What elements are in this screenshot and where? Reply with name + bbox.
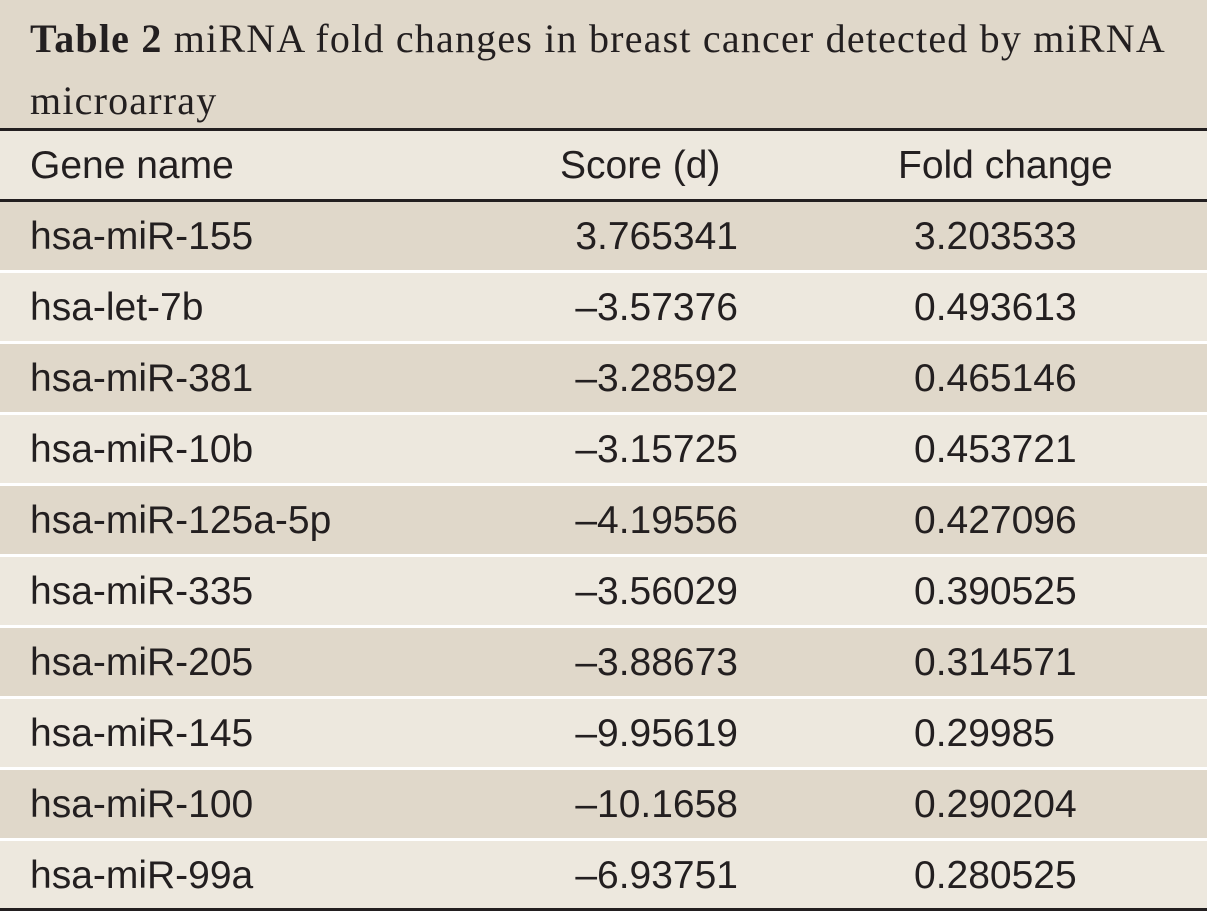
fold-change-cell: 3.203533: [914, 215, 1077, 258]
gene-name-cell: hsa-miR-99a: [30, 854, 254, 897]
bottom-rule: [0, 908, 1207, 911]
header-fold-change: Fold change: [898, 144, 1113, 187]
header-gene-name: Gene name: [30, 144, 234, 187]
table-header-row: Gene name Score (d) Fold change: [0, 131, 1207, 199]
gene-name-cell: hsa-miR-125a-5p: [30, 499, 332, 542]
header-score: Score (d): [560, 144, 721, 187]
score-cell: –10.1658: [575, 783, 738, 826]
gene-name-cell: hsa-miR-10b: [30, 428, 254, 471]
fold-change-cell: 0.314571: [914, 641, 1077, 684]
table-body: hsa-miR-155 3.765341 3.203533 hsa-let-7b…: [0, 202, 1207, 909]
score-cell: –4.19556: [575, 499, 738, 542]
score-cell: –3.28592: [575, 357, 738, 400]
fold-change-cell: 0.29985: [914, 712, 1055, 755]
table-row: hsa-let-7b –3.57376 0.493613: [0, 273, 1207, 344]
gene-name-cell: hsa-miR-145: [30, 712, 254, 755]
table-row: hsa-miR-145 –9.95619 0.29985: [0, 699, 1207, 770]
gene-name-cell: hsa-miR-100: [30, 783, 254, 826]
fold-change-cell: 0.390525: [914, 570, 1077, 613]
table-row: hsa-miR-125a-5p –4.19556 0.427096: [0, 486, 1207, 557]
gene-name-cell: hsa-miR-335: [30, 570, 254, 613]
table-row: hsa-miR-99a –6.93751 0.280525: [0, 841, 1207, 909]
top-rule: [0, 128, 1207, 131]
table-row: hsa-miR-155 3.765341 3.203533: [0, 202, 1207, 273]
fold-change-cell: 0.493613: [914, 286, 1077, 329]
gene-name-cell: hsa-let-7b: [30, 286, 204, 329]
table-title: miRNA fold changes in breast cancer dete…: [30, 16, 1164, 123]
header-rule: [0, 199, 1207, 202]
score-cell: –6.93751: [575, 854, 738, 897]
table-caption: Table 2 miRNA fold changes in breast can…: [0, 0, 1207, 128]
fold-change-cell: 0.453721: [914, 428, 1077, 471]
score-cell: –3.15725: [575, 428, 738, 471]
gene-name-cell: hsa-miR-381: [30, 357, 254, 400]
table-row: hsa-miR-381 –3.28592 0.465146: [0, 344, 1207, 415]
gene-name-cell: hsa-miR-205: [30, 641, 254, 684]
table-row: hsa-miR-335 –3.56029 0.390525: [0, 557, 1207, 628]
score-cell: –3.57376: [575, 286, 738, 329]
table-row: hsa-miR-100 –10.1658 0.290204: [0, 770, 1207, 841]
table-row: hsa-miR-10b –3.15725 0.453721: [0, 415, 1207, 486]
score-cell: –3.88673: [575, 641, 738, 684]
table-label: Table 2: [30, 16, 163, 61]
score-cell: 3.765341: [575, 215, 738, 258]
gene-name-cell: hsa-miR-155: [30, 215, 254, 258]
score-cell: –3.56029: [575, 570, 738, 613]
table-row: hsa-miR-205 –3.88673 0.314571: [0, 628, 1207, 699]
fold-change-cell: 0.465146: [914, 357, 1077, 400]
score-cell: –9.95619: [575, 712, 738, 755]
fold-change-cell: 0.290204: [914, 783, 1077, 826]
fold-change-cell: 0.280525: [914, 854, 1077, 897]
fold-change-cell: 0.427096: [914, 499, 1077, 542]
